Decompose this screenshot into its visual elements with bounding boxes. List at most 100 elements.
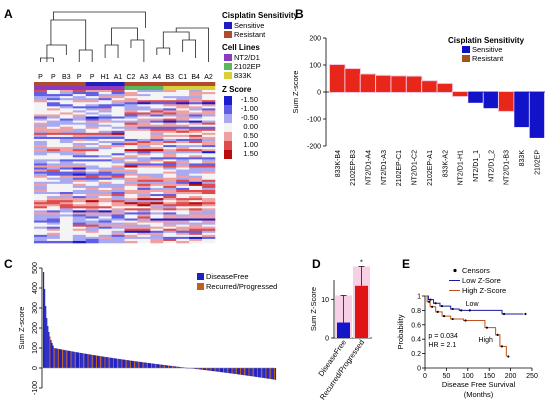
heatmap-cell (85, 90, 99, 93)
heatmap-cell (202, 124, 216, 128)
heatmap-cell (150, 189, 164, 193)
heatmap-panel: P P B3 P P H1 A1 C2 A3 A4 B3 C1 B4 A2 (34, 11, 216, 244)
heatmap-cell (124, 175, 138, 179)
heatmap-cell (46, 234, 61, 238)
heatmap-cell (59, 187, 74, 191)
heatmap-cell (98, 153, 112, 156)
heatmap-cell (202, 112, 216, 115)
heatmap-cell (98, 108, 112, 111)
bar-d (337, 322, 350, 338)
heatmap-cell (72, 134, 87, 138)
waterfall-bar (227, 368, 229, 374)
heatmap-cell (176, 177, 190, 181)
waterfall-bar (272, 368, 274, 380)
heatmap-cell (150, 169, 164, 172)
heatmap-cell (111, 222, 125, 225)
heatmap-cell (202, 173, 216, 176)
heatmap-cell (85, 214, 99, 217)
waterfall-bar (111, 357, 113, 368)
heatmap-cell (59, 230, 74, 234)
waterfall-bar (122, 359, 124, 368)
heatmap-cell (150, 185, 164, 189)
heatmap-cell (46, 100, 61, 103)
waterfall-bar (70, 351, 72, 368)
heatmap-cell (98, 208, 112, 211)
waterfall-bar (117, 358, 119, 368)
heatmap-cell (46, 106, 61, 109)
waterfall-bar (100, 356, 102, 368)
waterfall-bar (77, 352, 80, 368)
heatmap-cell (163, 238, 177, 242)
censor-mark (440, 304, 444, 308)
legend-e-censors-label: Censors (462, 266, 490, 275)
heatmap-cell (34, 204, 48, 207)
waterfall-bar (99, 356, 101, 368)
heatmap-cell (202, 236, 216, 240)
heatmap-cell (163, 165, 177, 168)
heatmap-cell (85, 220, 99, 223)
heatmap-cell (46, 138, 61, 142)
heatmap-legend: Cisplatin Sensitivity Sensitive Resistan… (222, 11, 299, 159)
heatmap-cell (163, 90, 177, 93)
heatmap-cell (72, 181, 87, 185)
heatmap-cell (72, 220, 87, 223)
waterfall-bar (128, 360, 130, 368)
heatmap-cell (163, 98, 177, 101)
heatmap-cell (137, 149, 151, 152)
heatmap-cell (202, 138, 216, 142)
heatmap-cell (111, 114, 125, 117)
heatmap-cell (59, 236, 74, 240)
heatmap-cell (150, 167, 164, 170)
heatmap-cell (85, 167, 99, 170)
heatmap-cell (85, 134, 99, 138)
waterfall-bar (104, 356, 106, 368)
waterfall-bar (267, 368, 269, 379)
heatmap-cell (189, 147, 203, 150)
heatmap-cell (72, 232, 87, 236)
legend-e: Censors Low Z-Sore High Z-Score (462, 266, 506, 295)
heatmap-cell (124, 163, 138, 166)
heatmap-cell (137, 94, 151, 97)
heatmap-cell (111, 214, 125, 217)
heatmap-cell (189, 114, 203, 117)
heatmap-cell (85, 163, 99, 166)
waterfall-bar (171, 365, 173, 368)
heatmap-cell (85, 96, 99, 99)
heatmap-cell (85, 126, 99, 130)
heatmap-cell (72, 151, 87, 154)
heatmap-cell (85, 181, 99, 185)
heatmap-cell (98, 149, 112, 152)
heatmap-cell (85, 124, 99, 128)
waterfall-chart-c: 500 400 300 200 100 0 -100 Sum Z-score (17, 262, 277, 395)
heatmap-cell (176, 153, 190, 156)
heatmap-cell (163, 220, 177, 223)
heatmap-cell (189, 238, 203, 242)
heatmap-cell (150, 218, 164, 221)
waterfall-bar (226, 368, 228, 373)
heatmap-cell (150, 230, 164, 234)
heatmap-cell (189, 181, 203, 185)
heatmap-column-label: C2 (126, 74, 135, 81)
heatmap-cell (124, 183, 138, 187)
heatmap-cell (72, 94, 87, 97)
heatmap-cell (150, 216, 164, 219)
heatmap-cell (189, 179, 203, 183)
heatmap-cell (72, 149, 87, 152)
heatmap-cell (98, 232, 112, 236)
waterfall-bar (145, 362, 147, 368)
heatmap-cell (34, 96, 48, 99)
heatmap-cell (176, 165, 190, 168)
heatmap-cell (137, 145, 151, 148)
heatmap-cell (163, 161, 177, 164)
heatmap-cell (189, 153, 203, 156)
heatmap-cell (111, 192, 125, 195)
heatmap-cell (59, 169, 74, 172)
heatmap-cell (137, 210, 151, 213)
heatmap-cell (111, 102, 125, 105)
heatmap-cell (59, 220, 74, 223)
heatmap-cell (163, 167, 177, 170)
heatmap-cell (189, 132, 203, 136)
heatmap-cell (34, 132, 48, 136)
heatmap-cell (124, 96, 138, 99)
heatmap-cell (124, 122, 138, 125)
